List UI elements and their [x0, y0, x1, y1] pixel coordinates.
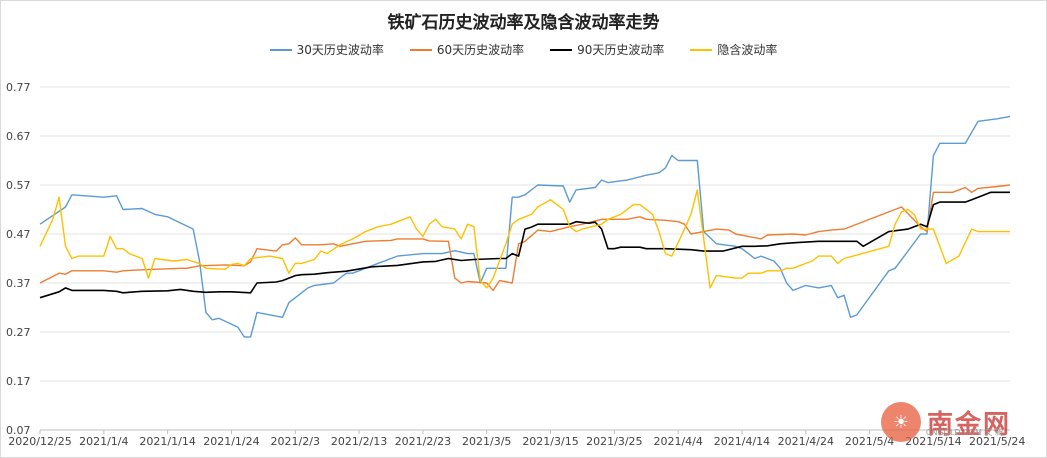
x-tick-label: 2021/4/4 [653, 435, 702, 448]
legend: 30天历史波动率 60天历史波动率 90天历史波动率 隐含波动率 [0, 41, 1047, 58]
x-tick-label: 2021/3/5 [462, 435, 511, 448]
x-tick-label: 2021/4/24 [778, 435, 834, 448]
chart-title: 铁矿石历史波动率及隐含波动率走势 [387, 13, 660, 33]
watermark: ☀ 南金网 [880, 402, 1011, 442]
legend-swatch [550, 48, 573, 51]
legend-label: 90天历史波动率 [577, 43, 665, 57]
series-line [39, 184, 1011, 292]
x-tick-label: 2021/1/4 [79, 435, 128, 448]
y-tick-label: 0.77 [6, 81, 31, 94]
x-tick-label: 2021/2/13 [331, 435, 387, 448]
legend-label: 隐含波动率 [717, 43, 778, 57]
legend-item: 30天历史波动率 [269, 41, 384, 58]
x-tick-label: 2021/5/24 [969, 435, 1025, 448]
x-tick-label: 2021/4/14 [714, 435, 770, 448]
watermark-text: 南金网 [926, 409, 1011, 440]
legend-item: 60天历史波动率 [409, 41, 525, 58]
legend-swatch [269, 48, 292, 51]
x-tick-label: 2021/3/25 [586, 435, 642, 448]
x-tick-label: 2021/2/3 [271, 435, 320, 448]
series-line [39, 115, 1011, 338]
y-tick-label: 0.47 [6, 228, 31, 241]
x-tick-label: 2021/5/14 [905, 435, 961, 448]
x-tick-label: 2020/12/25 [8, 435, 71, 448]
x-tick-label: 2021/1/14 [139, 435, 195, 448]
y-tick-label: 0.37 [6, 277, 31, 290]
watermark-subtext: CNGOLD.COM 文 新 [925, 428, 1003, 437]
y-tick-label: 0.67 [6, 130, 31, 143]
y-tick-label: 0.57 [6, 179, 31, 192]
series-line [39, 191, 1010, 299]
legend-item: 90天历史波动率 [550, 41, 664, 58]
series-line [39, 189, 1010, 289]
flame-coin-icon: ☀ [880, 402, 921, 442]
legend-item: 隐含波动率 [690, 41, 777, 58]
x-tick-label: 2021/3/15 [522, 435, 578, 448]
x-tick-label: 2021/1/24 [203, 435, 259, 448]
x-tick-label: 2021/2/23 [395, 435, 451, 448]
legend-label: 60天历史波动率 [436, 43, 525, 57]
y-tick-label: 0.07 [6, 424, 31, 437]
legend-swatch [690, 48, 713, 51]
legend-swatch [409, 48, 432, 51]
legend-label: 30天历史波动率 [296, 43, 384, 57]
y-tick-label: 0.27 [6, 326, 31, 339]
x-tick-label: 2021/5/4 [845, 435, 894, 448]
y-tick-label: 0.17 [6, 375, 31, 388]
